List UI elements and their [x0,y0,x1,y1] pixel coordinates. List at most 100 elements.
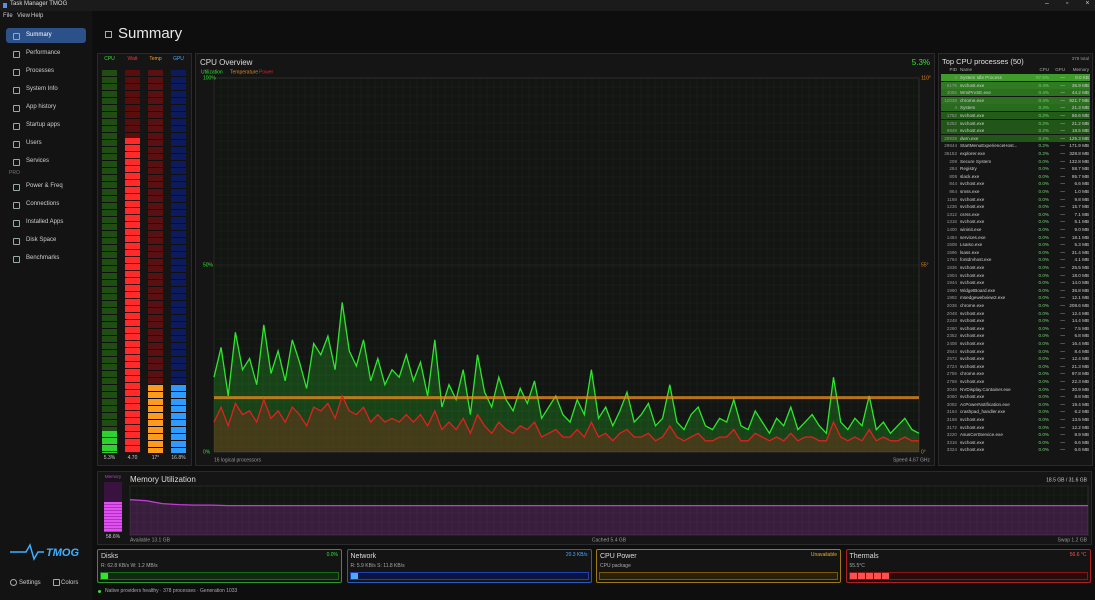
process-row[interactable]: 8176 svchost.exe 0.4% — 36.9 MB [941,81,1090,89]
process-row[interactable]: 1944 svchost.exe 0.0% — 14.0 MB [941,279,1090,286]
process-cell: 8.4 MB [1074,348,1089,354]
process-row[interactable]: 864 smss.exe 0.0% — 1.0 MB [941,188,1090,195]
process-row[interactable]: 0 System Idle Process 97.5% — 8.0 KB [941,74,1090,81]
process-row[interactable]: 3056 WmiPrvSE.exe 0.4% — 44.2 MB [941,89,1090,97]
card-detail: 55.5°C [849,563,865,569]
process-row[interactable]: 6848 svchost.exe 0.2% — 18.5 MB [941,127,1090,135]
process-row[interactable]: 36152 explorer.exe 0.2% — 328.8 MB [941,150,1090,157]
process-cell: — [1060,257,1065,263]
process-row[interactable]: 2768 svchost.exe 0.0% — 22.3 MB [941,378,1090,385]
process-row[interactable]: 2544 svchost.exe 0.0% — 8.4 MB [941,348,1090,355]
process-row[interactable]: 808 slack.exe 0.0% — 95.7 MB [941,173,1090,180]
column-header[interactable]: GPU [1055,67,1065,72]
process-cell: 0.0% [1038,363,1049,369]
menu-item[interactable]: View [17,13,30,19]
process-row[interactable]: 4 System 0.3% — 21.3 MB [941,104,1090,112]
summary-card[interactable]: Network 20.3 KB/s R: 5.9 KB/s S: 11.8 KB/s [346,549,592,583]
process-row[interactable]: 20936 dwm.exe 0.2% — 125.3 MB [941,134,1090,142]
column-header[interactable]: Name [960,67,973,72]
summary-card[interactable]: Disks 0.0% R: 62.8 KB/s W: 1.2 MB/s [97,549,342,583]
nav-item[interactable]: Benchmarks [6,251,86,266]
process-cell: svchost.exe [960,82,985,88]
process-row[interactable]: 284 Registry 0.0% — 58.7 MB [941,165,1090,172]
process-row[interactable]: 2572 svchost.exe 0.0% — 12.4 MB [941,355,1090,362]
process-row[interactable]: 1764 fontdrvhost.exe 0.0% — 4.1 MB [941,256,1090,263]
nav-item[interactable]: Startup apps [6,118,86,133]
process-cell: 7.1 MB [1074,211,1089,217]
process-row[interactable]: 2756 chrome.exe 0.0% — 97.8 MB [941,370,1090,377]
process-row[interactable]: 1508 LsaIso.exe 0.0% — 5.3 MB [941,241,1090,248]
process-row[interactable]: 3168 svchost.exe 0.0% — 13.5 MB [941,416,1090,423]
settings-icon[interactable] [10,579,17,586]
window-controls[interactable]: –▫× [1045,0,1089,7]
process-row[interactable]: 3048 NVDisplay.Container.exe 0.0% — 30.9 MB [941,386,1090,393]
process-row[interactable]: 1168 svchost.exe 0.0% — 9.8 MB [941,196,1090,203]
process-row[interactable]: 844 svchost.exe 0.0% — 6.6 MB [941,180,1090,187]
gauge-fill [102,431,117,453]
process-row[interactable]: 2260 svchost.exe 0.0% — 7.5 MB [941,325,1090,332]
process-row[interactable]: 1904 svchost.exe 0.0% — 18.0 MB [941,272,1090,279]
process-cell: 5.3 MB [1074,242,1089,248]
process-row[interactable]: 1316 svchost.exe 0.0% — 5.1 MB [941,218,1090,225]
process-cell: 36.8 MB [1071,287,1089,293]
process-row[interactable]: 3060 svchost.exe 0.0% — 8.8 MB [941,393,1090,400]
process-row[interactable]: 3324 svchost.exe 0.0% — 6.6 MB [941,446,1090,453]
process-row[interactable]: 1836 svchost.exe 0.0% — 25.5 MB [941,264,1090,271]
process-cell: 6.2 MB [1074,409,1089,415]
nav-item[interactable]: System Info [6,82,86,97]
process-row[interactable]: 1752 svchost.exe 0.2% — 56.6 MB [941,112,1090,119]
process-row[interactable]: 5252 svchost.exe 0.2% — 21.2 MB [941,119,1090,127]
process-row[interactable]: 208 Secure System 0.0% — 132.8 MB [941,158,1090,165]
process-cell: 4 [954,105,957,111]
nav-item[interactable]: Power & Freq [6,179,86,194]
process-row[interactable]: 1992 msedgewebview2.exe 0.0% — 12.1 MB [941,294,1090,301]
card-bar [349,572,589,580]
process-row[interactable]: 3220 AsusCertService.exe 0.0% — 8.9 MB [941,431,1090,438]
process-cell: — [1060,379,1065,384]
home-icon[interactable] [105,31,112,38]
process-cell: svchost.exe [960,181,985,187]
process-cell: 29844 [944,143,957,149]
nav-item[interactable]: Processes [6,64,86,79]
process-row[interactable]: 1312 csrss.exe 0.0% — 7.1 MB [941,211,1090,218]
column-header[interactable]: CPU [1039,67,1049,72]
column-header[interactable]: PID [949,67,957,72]
process-row[interactable]: 3164 crashpad_handler.exe 0.0% — 6.2 MB [941,408,1090,415]
process-row[interactable]: 1236 svchost.exe 0.0% — 15.7 MB [941,203,1090,210]
process-row[interactable]: 2408 svchost.exe 0.0% — 16.4 MB [941,340,1090,347]
process-row[interactable]: 3316 svchost.exe 0.0% — 6.6 MB [941,439,1090,446]
process-row[interactable]: 2352 svchost.exe 0.0% — 6.8 MB [941,332,1090,339]
process-row[interactable]: 3172 svchost.exe 0.0% — 12.2 MB [941,424,1090,431]
process-row[interactable]: 2724 svchost.exe 0.0% — 21.3 MB [941,363,1090,370]
process-row[interactable]: 12036 chrome.exe 0.4% — 821.7 MB [941,96,1090,104]
process-row[interactable]: 1400 wininit.exe 0.0% — 9.0 MB [941,226,1090,233]
y2-tick-label: 110° [921,75,931,81]
process-cell: svchost.exe [960,265,985,270]
nav-item[interactable]: Users [6,136,86,151]
summary-card[interactable]: Thermals 56.6 °C 55.5°C [845,549,1091,583]
summary-card[interactable]: CPU Power Unavailable CPU package [596,549,841,583]
nav-item[interactable]: Performance [6,46,86,61]
settings-button[interactable]: Settings [19,580,41,586]
process-row[interactable]: 2036 chrome.exe 0.0% — 208.6 MB [941,302,1090,309]
process-row[interactable]: 1484 services.exe 0.0% — 18.1 MB [941,234,1090,241]
theme-button[interactable]: Colors [61,580,79,586]
menu-item[interactable]: File [3,13,13,19]
nav-item[interactable]: Installed Apps [6,215,86,230]
process-row[interactable]: 1960 WidgetBoard.exe 0.0% — 36.8 MB [941,287,1090,294]
column-header[interactable]: Memory [1072,67,1089,72]
process-row[interactable]: 1596 lsass.exe 0.0% — 31.4 MB [941,249,1090,256]
nav-item[interactable]: Summary [6,28,86,43]
nav-item[interactable]: App history [6,100,86,115]
theme-icon[interactable] [53,579,60,586]
process-cell: — [1060,325,1065,331]
process-total: 378 total [1071,56,1089,61]
process-row[interactable]: 2248 svchost.exe 0.0% — 14.4 MB [941,317,1090,324]
menu-item[interactable]: Help [31,13,44,19]
process-row[interactable]: 2048 svchost.exe 0.0% — 12.4 MB [941,310,1090,317]
nav-item[interactable]: Connections [6,197,86,212]
process-row[interactable]: 3092 AcPowerNotification.exe 0.0% — 19.4 MB [941,401,1090,408]
nav-item[interactable]: Disk Space [6,233,86,248]
process-row[interactable]: 29844 StartMenuExperienceHost... 0.2% — 171.… [941,142,1090,149]
nav-item[interactable]: Services [6,154,86,169]
